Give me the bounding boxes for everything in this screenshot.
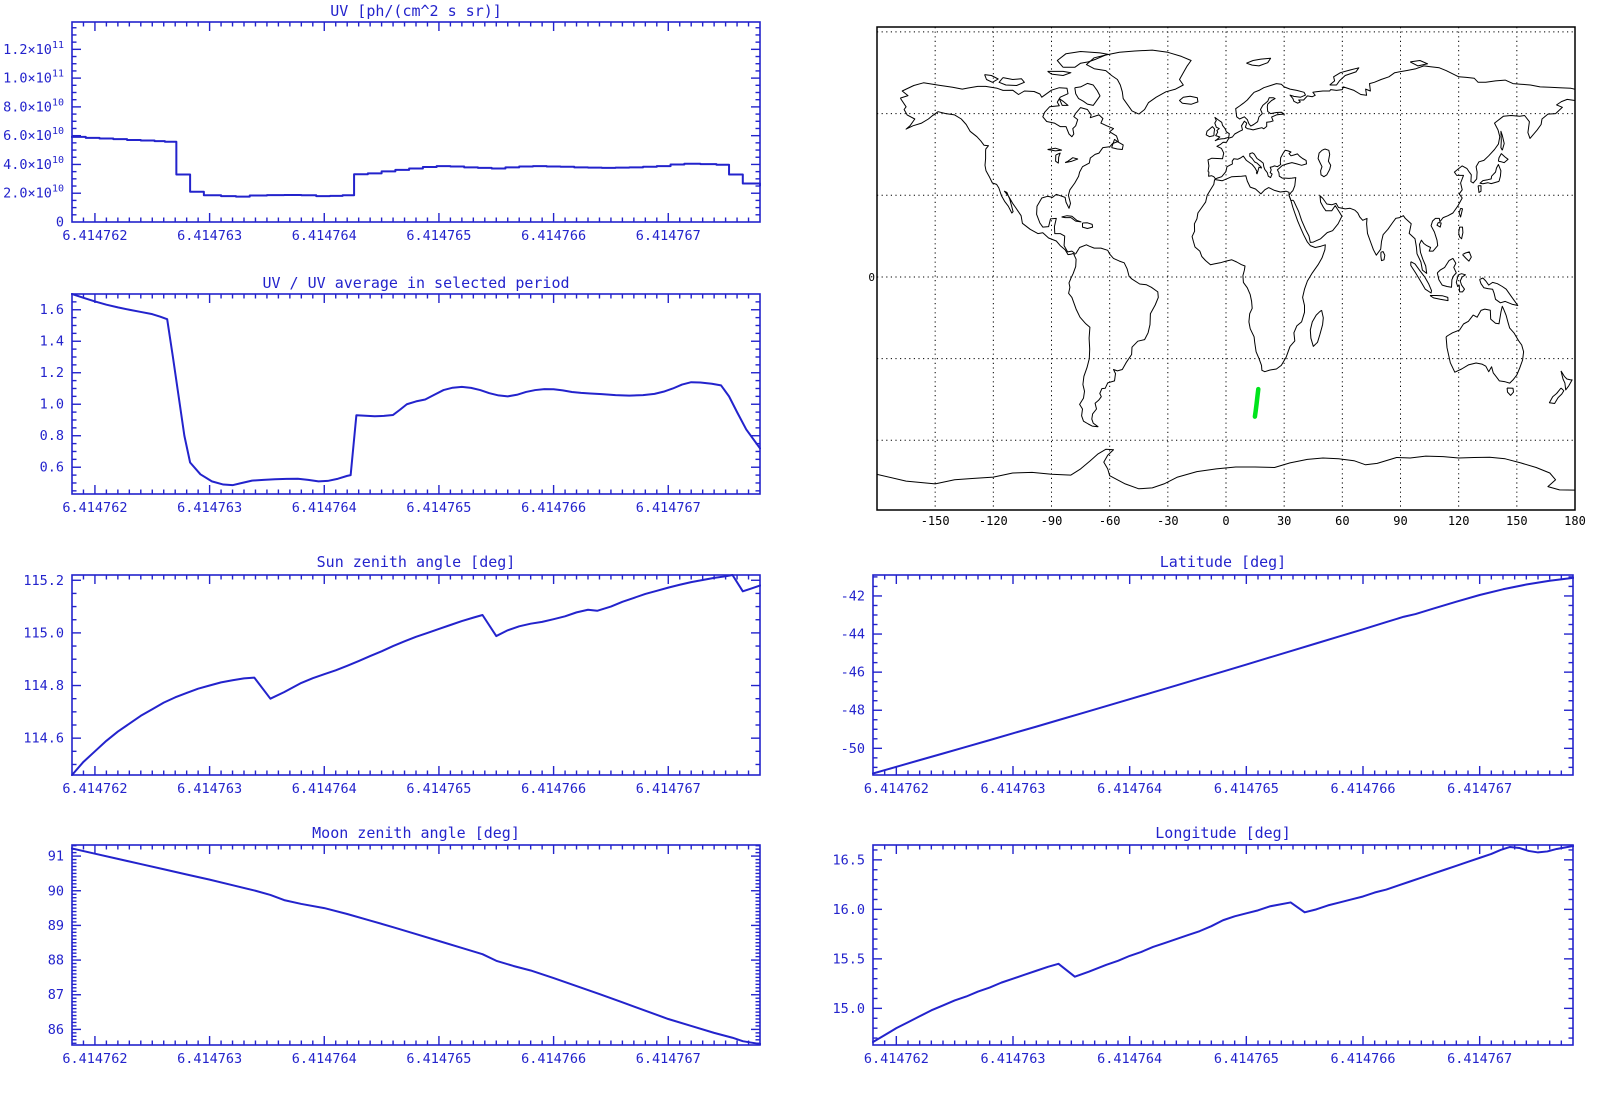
sun-zenith-chart-title: Sun zenith angle [deg] — [316, 553, 516, 571]
svg-text:60: 60 — [1335, 514, 1349, 528]
svg-text:0: 0 — [1222, 514, 1229, 528]
svg-text:6.414767: 6.414767 — [636, 1051, 701, 1067]
svg-text:115.2: 115.2 — [23, 573, 64, 589]
svg-text:-120: -120 — [979, 514, 1008, 528]
svg-text:1.4: 1.4 — [40, 334, 64, 350]
svg-text:6.414763: 6.414763 — [177, 500, 242, 516]
svg-text:6.414762: 6.414762 — [864, 1051, 929, 1067]
svg-text:114.8: 114.8 — [23, 678, 64, 694]
svg-text:6.414764: 6.414764 — [292, 500, 357, 516]
svg-text:120: 120 — [1448, 514, 1470, 528]
svg-text:6.0×1010: 6.0×1010 — [3, 126, 64, 144]
svg-text:6.414762: 6.414762 — [62, 228, 127, 244]
ratio-chart-title: UV / UV average in selected period — [262, 274, 570, 292]
latitude-chart-title: Latitude [deg] — [1159, 553, 1287, 571]
svg-text:86: 86 — [48, 1022, 64, 1038]
svg-text:4.0×1010: 4.0×1010 — [3, 155, 64, 173]
svg-text:6.414765: 6.414765 — [406, 500, 471, 516]
svg-text:6.414762: 6.414762 — [62, 1051, 127, 1067]
svg-text:6.414765: 6.414765 — [1214, 781, 1279, 797]
svg-text:6.414766: 6.414766 — [521, 781, 586, 797]
svg-text:0: 0 — [868, 271, 875, 284]
svg-text:88: 88 — [48, 953, 64, 969]
svg-text:2.0×1010: 2.0×1010 — [3, 184, 64, 202]
svg-text:6.414767: 6.414767 — [1447, 1051, 1512, 1067]
moon-zenith-chart-plot: 6.414762 6.414763 6.414764 6.414765 6.414766… — [48, 844, 761, 1067]
svg-text:6.414767: 6.414767 — [636, 228, 701, 244]
svg-text:90: 90 — [1393, 514, 1407, 528]
svg-text:-48: -48 — [841, 703, 865, 719]
svg-text:6.414764: 6.414764 — [292, 228, 357, 244]
svg-text:30: 30 — [1277, 514, 1291, 528]
svg-text:-60: -60 — [1099, 514, 1121, 528]
world-map: -150 -120 -90 -60 -30 0 30 60 90 120 150 180 0 — [868, 26, 1586, 528]
svg-text:-42: -42 — [841, 588, 865, 604]
svg-text:6.414762: 6.414762 — [864, 781, 929, 797]
svg-text:15.5: 15.5 — [832, 951, 865, 967]
svg-text:6.414764: 6.414764 — [1097, 1051, 1162, 1067]
svg-text:6.414767: 6.414767 — [1447, 781, 1512, 797]
svg-text:6.414767: 6.414767 — [636, 781, 701, 797]
svg-text:6.414767: 6.414767 — [636, 500, 701, 516]
svg-text:-50: -50 — [841, 741, 865, 757]
svg-text:1.6: 1.6 — [40, 302, 64, 318]
svg-text:6.414763: 6.414763 — [177, 1051, 242, 1067]
svg-text:15.0: 15.0 — [832, 1001, 865, 1017]
svg-text:6.414766: 6.414766 — [521, 228, 586, 244]
svg-text:6.414763: 6.414763 — [980, 1051, 1045, 1067]
svg-text:6.414765: 6.414765 — [406, 1051, 471, 1067]
svg-text:115.0: 115.0 — [23, 625, 64, 641]
svg-text:150: 150 — [1506, 514, 1528, 528]
svg-text:6.414765: 6.414765 — [1214, 1051, 1279, 1067]
svg-text:87: 87 — [48, 987, 64, 1003]
longitude-chart-title: Longitude [deg] — [1155, 824, 1291, 842]
svg-text:8.0×1010: 8.0×1010 — [3, 97, 64, 115]
svg-text:6.414762: 6.414762 — [62, 781, 127, 797]
ratio-chart-plot: 6.414762 6.414763 6.414764 6.414765 6.414766… — [40, 293, 761, 516]
svg-text:-90: -90 — [1041, 514, 1063, 528]
moon-zenith-chart-title: Moon zenith angle [deg] — [312, 824, 520, 842]
longitude-chart-plot: 6.414762 6.414763 6.414764 6.414765 6.414766… — [832, 844, 1574, 1067]
svg-text:180: 180 — [1564, 514, 1586, 528]
svg-text:16.5: 16.5 — [832, 852, 865, 868]
svg-text:-30: -30 — [1157, 514, 1179, 528]
svg-text:0: 0 — [56, 215, 64, 231]
svg-text:6.414765: 6.414765 — [406, 228, 471, 244]
svg-text:-46: -46 — [841, 665, 865, 681]
svg-text:6.414763: 6.414763 — [980, 781, 1045, 797]
svg-text:6.414765: 6.414765 — [406, 781, 471, 797]
svg-text:6.414764: 6.414764 — [1097, 781, 1162, 797]
svg-text:114.6: 114.6 — [23, 731, 64, 747]
svg-text:1.2×1011: 1.2×1011 — [3, 40, 64, 58]
svg-text:0.8: 0.8 — [40, 428, 64, 444]
svg-text:-150: -150 — [921, 514, 950, 528]
svg-text:90: 90 — [48, 883, 64, 899]
svg-text:6.414764: 6.414764 — [292, 781, 357, 797]
svg-text:6.414764: 6.414764 — [292, 1051, 357, 1067]
svg-text:6.414762: 6.414762 — [62, 500, 127, 516]
svg-text:6.414766: 6.414766 — [1330, 1051, 1395, 1067]
svg-text:-44: -44 — [841, 627, 865, 643]
latitude-chart-plot: 6.414762 6.414763 6.414764 6.414765 6.414766… — [841, 574, 1574, 797]
svg-text:6.414763: 6.414763 — [177, 228, 242, 244]
svg-text:0.6: 0.6 — [40, 460, 64, 476]
sun-zenith-chart-plot: 6.414762 6.414763 6.414764 6.414765 6.414766… — [23, 573, 761, 797]
svg-text:1.0: 1.0 — [40, 397, 64, 413]
svg-text:91: 91 — [48, 849, 64, 865]
uv-chart-plot: 6.414762 6.414763 6.414764 6.414765 6.414766… — [3, 21, 761, 244]
svg-text:16.0: 16.0 — [832, 902, 865, 918]
svg-text:1.2: 1.2 — [40, 365, 64, 381]
svg-text:6.414766: 6.414766 — [521, 1051, 586, 1067]
svg-text:6.414766: 6.414766 — [521, 500, 586, 516]
svg-text:89: 89 — [48, 918, 64, 934]
svg-text:6.414766: 6.414766 — [1330, 781, 1395, 797]
svg-text:1.0×1011: 1.0×1011 — [3, 69, 64, 87]
uv-chart-title: UV [ph/(cm^2 s sr)] — [330, 2, 502, 20]
svg-text:6.414763: 6.414763 — [177, 781, 242, 797]
